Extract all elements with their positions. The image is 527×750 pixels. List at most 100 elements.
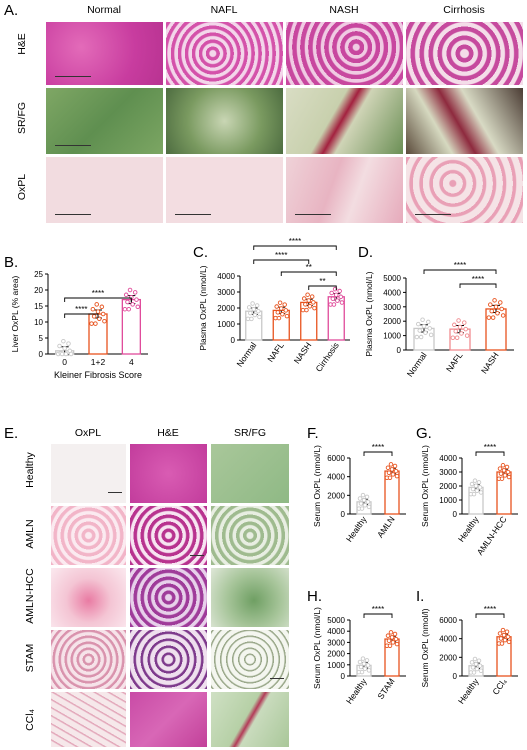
y-tick-label: 3000 xyxy=(327,638,345,647)
data-point xyxy=(362,666,368,671)
y-tick-label: 1000 xyxy=(383,332,401,341)
tile-he-cirrhosis xyxy=(405,21,524,86)
data-point xyxy=(489,308,494,314)
x-tick-label: Healthy xyxy=(456,514,481,544)
data-point xyxy=(497,466,503,471)
col-title-nash: NASH xyxy=(329,4,359,16)
data-point xyxy=(246,305,252,310)
tile-e-srfg-amln xyxy=(210,505,290,566)
data-point xyxy=(500,627,506,633)
data-point xyxy=(390,640,396,645)
significance-label: ** xyxy=(306,263,312,272)
x-tick-label: NAFL xyxy=(444,350,465,374)
y-tick-label: 0 xyxy=(341,510,346,519)
data-point xyxy=(274,304,279,309)
y-tick-label: 3000 xyxy=(383,303,401,312)
data-point xyxy=(394,641,400,647)
data-point xyxy=(127,287,133,293)
y-tick-label: 5000 xyxy=(383,274,401,283)
x-tick-label: Healthy xyxy=(344,676,369,706)
y-tick-label: 2000 xyxy=(327,650,345,659)
x-tick-label: AMLN xyxy=(375,514,397,539)
data-point xyxy=(477,485,483,490)
x-tick-label: Healthy xyxy=(344,514,369,544)
data-point xyxy=(417,328,422,333)
data-point xyxy=(122,306,128,312)
data-point xyxy=(301,296,307,301)
data-point xyxy=(331,302,337,307)
tile-e-he-amln-hcc xyxy=(129,567,208,628)
data-point xyxy=(357,659,363,665)
chart-b: 0 5 10 15 20 25 Liver OxPL (% area) 0 1+2 4 Kleine… xyxy=(10,270,148,380)
col-title-normal: Normal xyxy=(87,4,121,16)
data-point xyxy=(365,499,371,505)
data-point xyxy=(502,473,508,478)
tile-oxpl-cirrhosis xyxy=(405,156,524,224)
y-tick-label: 4000 xyxy=(383,288,401,297)
data-point xyxy=(276,315,282,321)
data-point xyxy=(498,300,503,305)
data-point xyxy=(307,303,313,309)
data-point xyxy=(498,636,504,641)
data-point xyxy=(471,670,477,675)
tile-e-srfg-stam xyxy=(210,629,290,690)
data-point xyxy=(94,302,99,307)
y-tick-label: 2000 xyxy=(327,491,345,500)
data-point xyxy=(360,656,366,661)
data-point xyxy=(275,310,281,315)
data-point xyxy=(89,321,94,326)
data-point xyxy=(358,501,364,506)
y-tick-label: 2000 xyxy=(439,653,457,662)
data-point xyxy=(421,323,427,329)
data-point xyxy=(387,475,393,481)
data-point xyxy=(454,335,460,341)
significance-bracket xyxy=(308,285,337,290)
data-point xyxy=(470,486,476,492)
tile-he-nafl xyxy=(165,21,284,86)
data-point xyxy=(282,302,287,307)
chart-i: 0 2000 4000 6000 Serum OxPL (nmol/l) Healthy C… xyxy=(420,606,518,706)
tile-srfg-nafl xyxy=(165,87,284,155)
x-tick-label: Cirrhosis xyxy=(313,340,340,373)
chart-g: 0 1000 2000 3000 4000 Serum OxPL (nmol/L) Heal… xyxy=(420,444,518,557)
data-point xyxy=(62,346,67,351)
data-point xyxy=(462,320,467,325)
data-point xyxy=(102,318,107,324)
data-point xyxy=(390,472,396,477)
data-point xyxy=(329,290,334,296)
data-point xyxy=(478,490,484,495)
data-point xyxy=(426,319,431,325)
tile-e-he-amln xyxy=(129,505,208,566)
data-point xyxy=(123,292,129,298)
data-point xyxy=(498,471,504,476)
tile-srfg-normal xyxy=(45,87,164,155)
data-point xyxy=(452,322,457,328)
data-point xyxy=(362,502,368,508)
data-point xyxy=(386,638,392,643)
scale-bar xyxy=(295,214,331,215)
data-point xyxy=(360,492,366,498)
y-tick-label: 15 xyxy=(34,302,43,311)
y-tick-label: 5 xyxy=(39,334,44,343)
panel-label-g: G. xyxy=(416,425,432,442)
data-point xyxy=(125,299,130,305)
data-point xyxy=(132,290,138,295)
data-point xyxy=(277,300,283,305)
data-point xyxy=(252,312,258,318)
x-tick-label: 0 xyxy=(62,357,67,367)
significance-bracket xyxy=(280,271,337,276)
row-label-stam: STAM xyxy=(24,643,36,673)
data-point xyxy=(472,656,478,662)
significance-label: **** xyxy=(75,305,87,314)
chart-d: 0 1000 2000 3000 4000 5000 Plasma OxPL (nmol/L… xyxy=(364,262,514,379)
data-point xyxy=(486,315,492,320)
significance-bracket xyxy=(64,297,132,302)
data-point xyxy=(499,306,504,312)
panel-label-b: B. xyxy=(4,254,19,271)
data-point xyxy=(393,636,399,642)
data-point xyxy=(130,302,135,307)
data-point xyxy=(472,478,478,483)
panel-label-e: E. xyxy=(4,425,19,442)
data-point xyxy=(473,483,479,488)
data-point xyxy=(361,497,367,503)
